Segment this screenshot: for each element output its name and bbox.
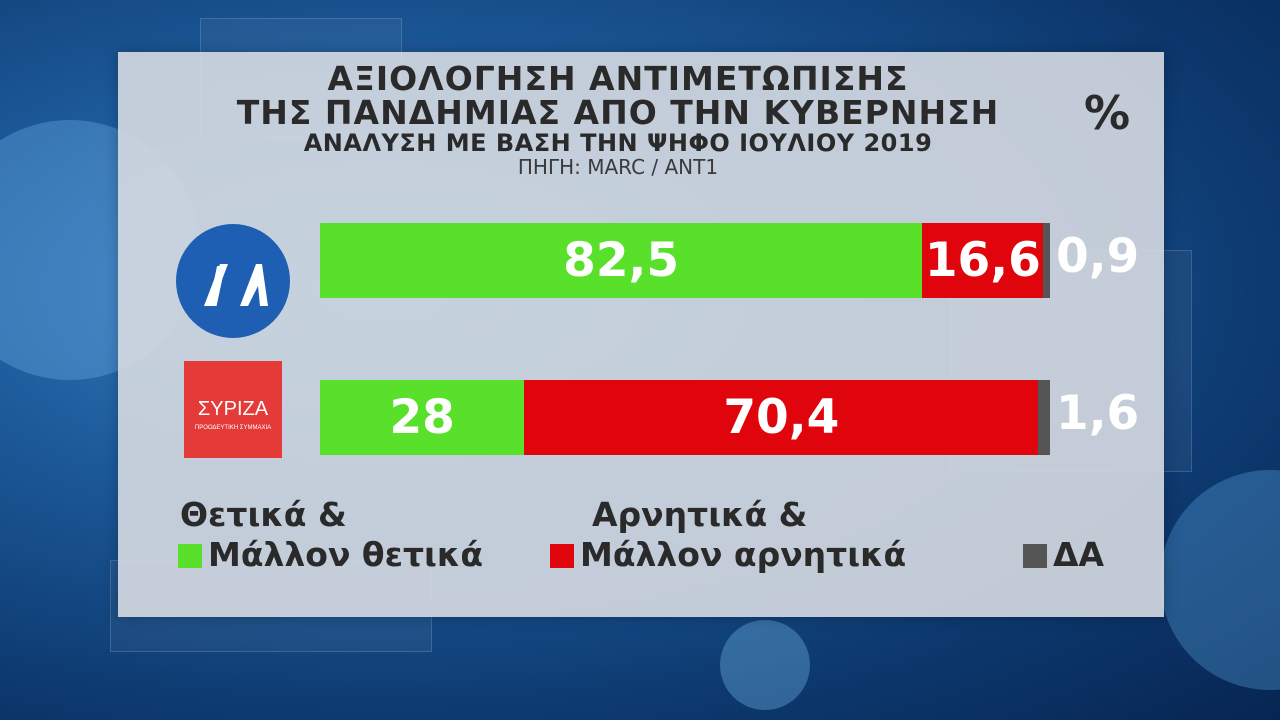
chart-title-block: ΑΞΙΟΛΟΓΗΣΗ ΑΝΤΙΜΕΤΩΠΙΣΗΣ ΤΗΣ ΠΑΝΔΗΜΙΑΣ Α… <box>118 59 1118 179</box>
syriza-logo-mark: ΣΥΡΙΖΑ ΠΡΟΟΔΕΥΤΙΚΗ ΣΥΜΜΑΧΙΑ <box>195 398 271 431</box>
chart-source: ΠΗΓΗ: MARC / ΑΝΤ1 <box>517 155 719 179</box>
legend-negative: Αρνητικά & Μάλλον αρνητικά <box>550 495 906 575</box>
legend-positive-line2-wrap: Μάλλον θετικά <box>178 535 483 575</box>
virus-decoration <box>720 620 810 710</box>
bar-segment-positive: 28 <box>320 380 525 455</box>
syriza-logo-text: ΣΥΡΙΖΑ <box>198 398 269 420</box>
legend-na-label: ΔΑ <box>1053 535 1105 574</box>
chart-title-line2: ΤΗΣ ΠΑΝΔΗΜΙΑΣ ΑΠΟ ΤΗΝ ΚΥΒΕΡΝΗΣΗ <box>236 93 1000 132</box>
legend-na-swatch <box>1023 544 1047 568</box>
bar-value-label: 70,4 <box>723 390 840 445</box>
legend-negative-swatch <box>550 544 574 568</box>
legend-positive: Θετικά & Μάλλον θετικά <box>178 495 483 575</box>
legend-na: ΔΑ <box>1023 535 1104 575</box>
chart-title-line1: ΑΞΙΟΛΟΓΗΣΗ ΑΝΤΙΜΕΤΩΠΙΣΗΣ <box>327 59 909 98</box>
bar-segment-positive: 82,5 <box>320 223 923 298</box>
legend-positive-line1: Θετικά & <box>180 495 347 534</box>
bar-segment-na <box>1043 223 1050 298</box>
legend-negative-line1: Αρνητικά & <box>592 495 808 534</box>
bar-value-label-na: 1,6 <box>1056 386 1140 441</box>
nd-logo-mark <box>204 264 268 306</box>
legend-negative-line2-wrap: Μάλλον αρνητικά <box>550 535 906 575</box>
unit-label: % <box>1084 86 1131 140</box>
syriza-logo-subtext: ΠΡΟΟΔΕΥΤΙΚΗ ΣΥΜΜΑΧΙΑ <box>195 425 271 431</box>
bar-value-label: 16,6 <box>924 233 1041 288</box>
legend-positive-line2: Μάλλον θετικά <box>208 535 483 574</box>
chart-subtitle: ΑΝΑΛΥΣΗ ΜΕ ΒΑΣΗ ΤΗΝ ΨΗΦΟ ΙΟΥΛΙΟΥ 2019 <box>303 129 933 157</box>
legend-negative-line2: Μάλλον αρνητικά <box>580 535 907 574</box>
bar-segment-na <box>1038 380 1050 455</box>
bar-row-nd: 82,5 16,6 0,9 <box>320 223 1139 298</box>
bar-value-label: 28 <box>389 390 455 445</box>
virus-decoration <box>1160 470 1280 690</box>
nd-logo <box>176 224 290 338</box>
chart-panel: ΑΞΙΟΛΟΓΗΣΗ ΑΝΤΙΜΕΤΩΠΙΣΗΣ ΤΗΣ ΠΑΝΔΗΜΙΑΣ Α… <box>118 52 1164 617</box>
bar-segment-negative: 16,6 <box>922 223 1044 298</box>
bar-value-label-na: 0,9 <box>1056 229 1140 284</box>
legend-positive-swatch <box>178 544 202 568</box>
bar-value-label: 82,5 <box>563 233 680 288</box>
bar-row-syriza: 28 70,4 1,6 <box>320 380 1139 455</box>
bar-segment-negative: 70,4 <box>524 380 1039 455</box>
syriza-logo: ΣΥΡΙΖΑ ΠΡΟΟΔΕΥΤΙΚΗ ΣΥΜΜΑΧΙΑ <box>184 361 282 458</box>
